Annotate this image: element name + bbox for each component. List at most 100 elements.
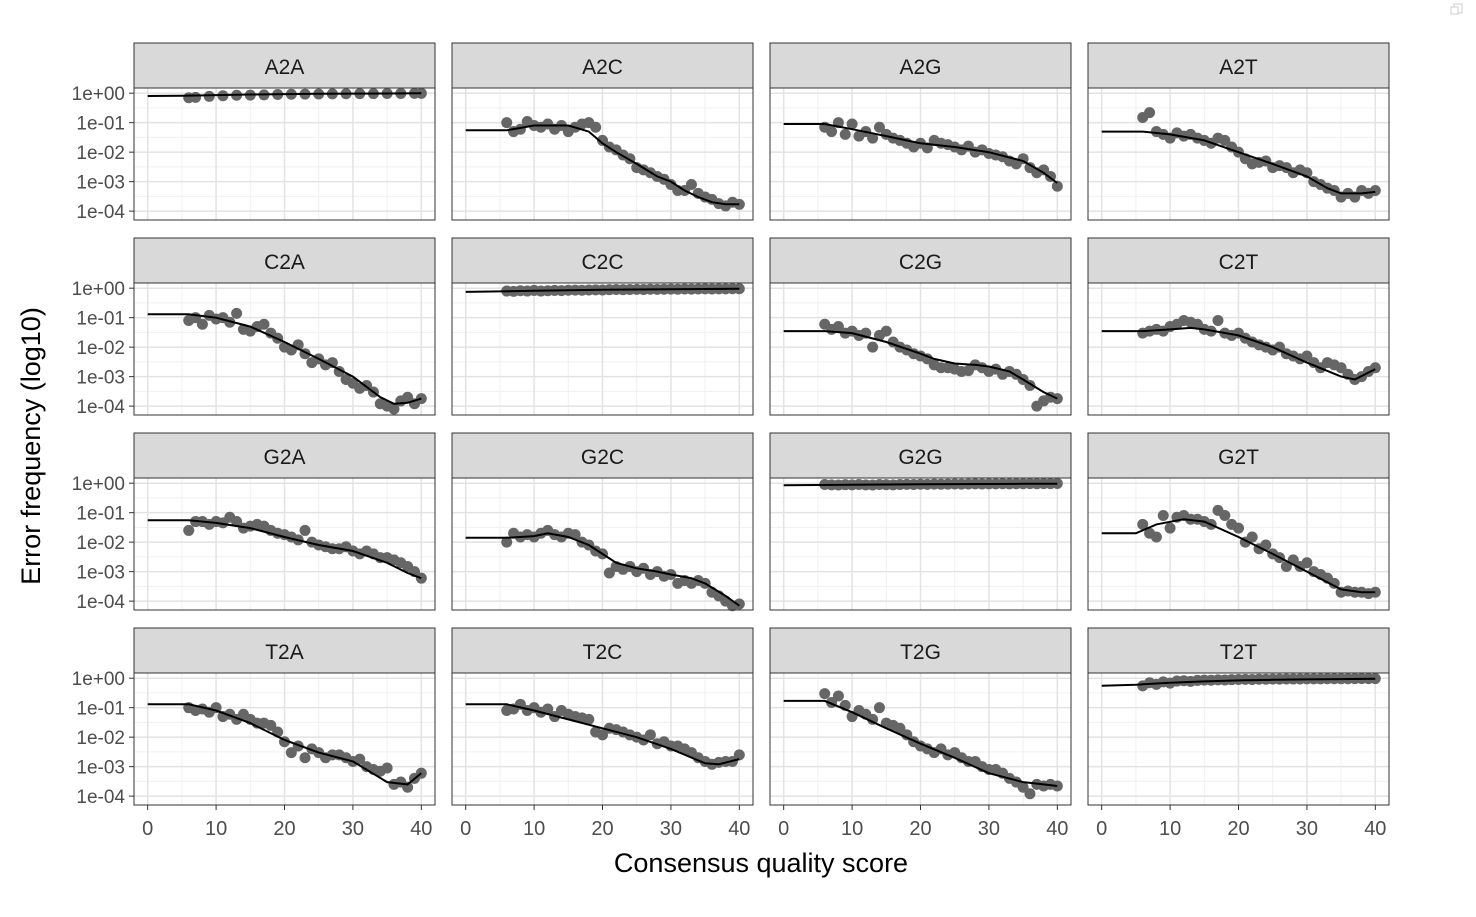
facet-strip-label: T2G (900, 641, 941, 664)
data-point (733, 749, 745, 761)
facet-strip-label: C2A (264, 251, 305, 274)
x-tick-label: 30 (660, 818, 682, 840)
panel-border (1087, 477, 1390, 611)
data-point (1301, 557, 1313, 569)
panel-C2T: C2T (1087, 237, 1390, 416)
data-point (265, 719, 277, 731)
data-point (603, 567, 615, 579)
data-point (1038, 164, 1050, 176)
y-tick-label: 1e-04 (76, 397, 125, 418)
data-point (381, 762, 393, 774)
data-point (832, 321, 844, 333)
fit-line (465, 287, 740, 293)
x-tick-label: 30 (342, 818, 364, 840)
y-tick-label: 1e+00 (72, 84, 125, 105)
data-point (231, 516, 243, 528)
fit-line (1101, 677, 1376, 687)
facet-strip (769, 627, 1072, 674)
panel-C2C: C2C (451, 237, 754, 416)
facet-strip (451, 237, 754, 284)
x-tick-label: 10 (523, 818, 545, 840)
facet-strip-label: C2G (899, 251, 942, 274)
data-point (1301, 350, 1313, 362)
facet-strip (451, 42, 754, 89)
facet-strip (1087, 237, 1390, 284)
facet-strip-label: C2C (581, 251, 623, 274)
data-point (826, 126, 838, 138)
fit-line (1101, 130, 1376, 195)
data-point (846, 118, 858, 130)
panel-T2A: T2A 1e+00 1e-01 1e-02 1e-03 1e-04 0 10 20 30 40 (72, 627, 436, 840)
fit-line (147, 92, 422, 97)
panel-G2T: G2T (1087, 432, 1390, 611)
data-point (1137, 518, 1149, 530)
facet-strip-label: A2G (899, 56, 941, 79)
panel-border (133, 282, 436, 416)
data-point (685, 178, 697, 190)
data-point (501, 117, 513, 129)
facet-strip (769, 237, 1072, 284)
x-tick-label: 0 (142, 818, 153, 840)
data-point (501, 536, 513, 548)
y-tick-label: 1e+00 (72, 279, 125, 300)
data-point (415, 87, 427, 99)
fit-line (147, 703, 422, 786)
y-tick-label: 1e-02 (76, 143, 125, 164)
facet-strip (133, 237, 436, 284)
x-tick-label: 0 (1096, 818, 1107, 840)
facet-strip-label: T2C (583, 641, 623, 664)
data-point (1144, 107, 1156, 119)
y-tick-label: 1e-01 (76, 699, 125, 720)
data-point (415, 572, 427, 584)
data-point (354, 753, 366, 765)
panel-A2G: A2G (769, 42, 1072, 221)
data-point (1017, 781, 1029, 793)
y-tick-label: 1e-03 (76, 563, 125, 584)
y-tick-label: 1e-04 (76, 787, 125, 808)
data-point (867, 132, 879, 144)
data-point (388, 403, 400, 415)
x-tick-label: 40 (1046, 818, 1068, 840)
data-point (569, 529, 581, 541)
x-tick-label: 40 (728, 818, 750, 840)
data-point (299, 752, 311, 764)
panel-C2G: C2G (769, 237, 1072, 416)
data-point (1246, 531, 1258, 543)
data-point (231, 307, 243, 319)
y-tick-label: 1e+00 (72, 669, 125, 690)
y-tick-label: 1e-02 (76, 338, 125, 359)
fit-line (1101, 518, 1376, 594)
panel-G2A: G2A 1e+00 1e-01 1e-02 1e-03 1e-04 (72, 432, 436, 613)
x-axis-title: Consensus quality score (614, 848, 908, 878)
y-tick-label: 1e-03 (76, 368, 125, 389)
data-point (867, 341, 879, 353)
data-point (901, 729, 913, 741)
data-point (583, 713, 595, 725)
fit-line (465, 532, 740, 607)
facet-strip (133, 432, 436, 479)
data-point (1051, 393, 1063, 405)
y-tick-label: 1e-01 (76, 114, 125, 135)
panel-G2C: G2C (451, 432, 754, 612)
x-tick-label: 20 (273, 818, 295, 840)
data-point (542, 703, 554, 715)
facet-strip (1087, 432, 1390, 479)
panel-T2C: T2C 0 10 20 30 40 (451, 627, 754, 840)
data-point (597, 729, 608, 741)
facet-strip (1087, 627, 1390, 674)
panel-border (133, 87, 436, 221)
data-point (258, 318, 270, 330)
data-point (733, 198, 745, 210)
y-tick-label: 1e-04 (76, 592, 125, 613)
data-point (839, 128, 851, 140)
panel-border (133, 477, 436, 611)
data-point (1024, 788, 1036, 800)
panel-T2G: T2G 0 10 20 30 40 (769, 627, 1072, 840)
data-point (183, 524, 195, 536)
y-tick-label: 1e-02 (76, 728, 125, 749)
y-tick-label: 1e-02 (76, 533, 125, 554)
y-tick-label: 1e+00 (72, 474, 125, 495)
x-tick-label: 20 (1227, 818, 1249, 840)
